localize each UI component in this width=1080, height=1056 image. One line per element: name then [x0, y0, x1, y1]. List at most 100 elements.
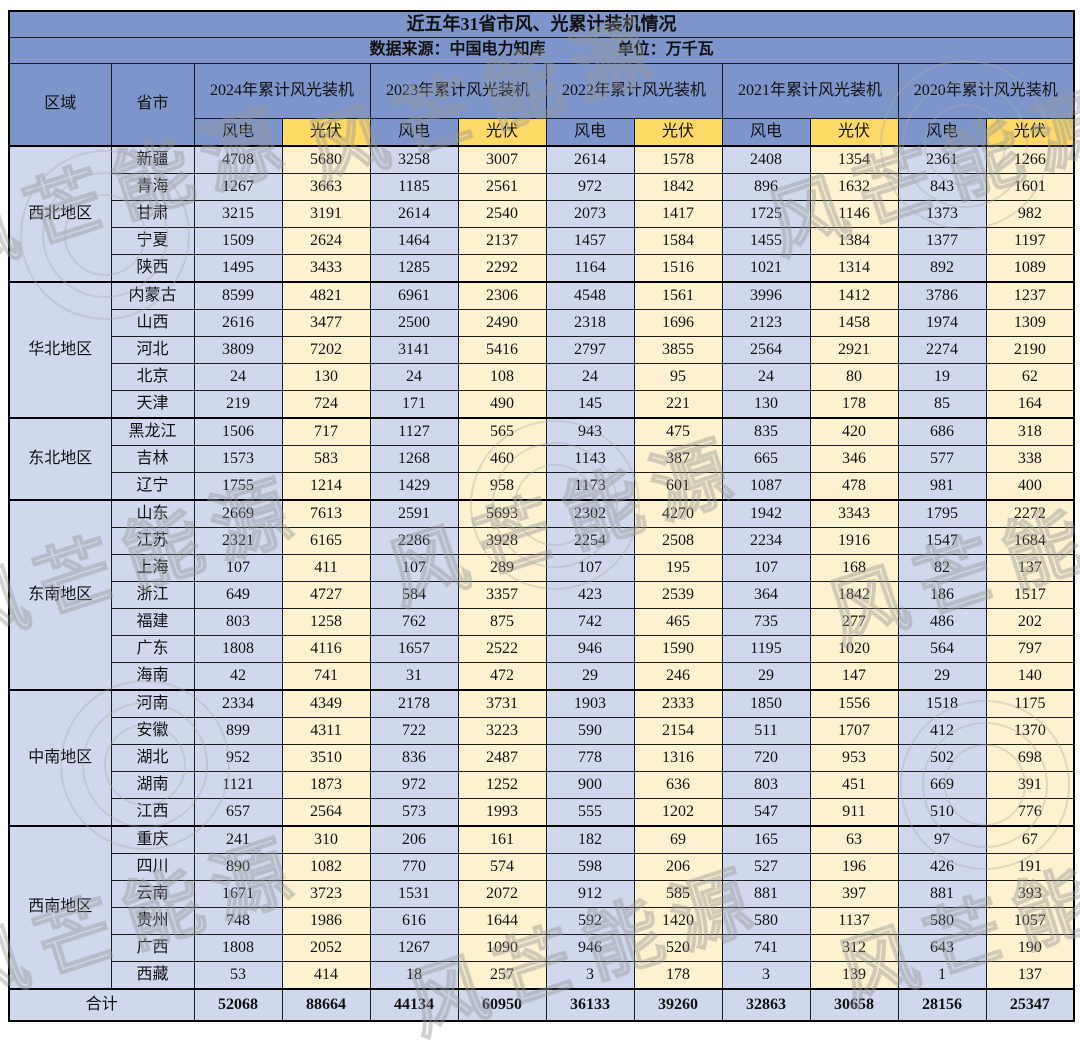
table-row: 江苏 2321 6165 2286 3928 2254 2508 2234 1916 1547 16…	[9, 527, 1075, 555]
solar-value-cell: 3510	[281, 744, 371, 772]
wind-value-cell: 53	[193, 961, 283, 990]
wind-value-cell: 1195	[721, 635, 811, 663]
solar-value-cell: 911	[809, 798, 899, 827]
wind-value-cell: 527	[721, 853, 811, 881]
subcolumn-wind-2020: 风电	[897, 118, 987, 147]
wind-value-cell: 186	[897, 581, 987, 609]
wind-value-cell: 8599	[193, 281, 283, 310]
wind-value-cell: 1808	[193, 635, 283, 663]
table-row: 青海 1267 3663 1185 2561 972 1842 896 1632 843 1601	[9, 173, 1075, 201]
wind-value-cell: 899	[193, 717, 283, 745]
province-cell: 重庆	[110, 825, 195, 854]
solar-value-cell: 2540	[457, 200, 547, 228]
total-value-cell: 60950	[457, 988, 547, 1022]
solar-value-cell: 67	[985, 825, 1075, 854]
wind-value-cell: 573	[369, 798, 459, 827]
province-cell: 云南	[110, 880, 195, 908]
province-cell: 贵州	[110, 907, 195, 935]
wind-value-cell: 2614	[369, 200, 459, 228]
table-row: 宁夏 1509 2624 1464 2137 1457 1584 1455 1384 1377 11…	[9, 227, 1075, 255]
wind-value-cell: 1725	[721, 200, 811, 228]
table-row: 东南地区 山东 2669 7613 2591 5693 2302 4270 1942 3343 17…	[8, 499, 1075, 691]
wind-value-cell: 1850	[721, 689, 811, 718]
wind-value-cell: 722	[369, 717, 459, 745]
wind-value-cell: 82	[897, 554, 987, 582]
wind-value-cell: 3	[545, 961, 635, 990]
solar-value-cell: 1197	[985, 227, 1075, 255]
wind-value-cell: 1795	[897, 499, 987, 528]
wind-value-cell: 502	[897, 744, 987, 772]
wind-value-cell: 770	[369, 853, 459, 881]
solar-value-cell: 1370	[985, 717, 1075, 745]
wind-value-cell: 206	[369, 825, 459, 854]
wind-value-cell: 107	[721, 554, 811, 582]
column-header-region: 区域	[8, 63, 112, 147]
wind-value-cell: 748	[193, 907, 283, 935]
wind-value-cell: 843	[897, 173, 987, 201]
wind-value-cell: 835	[721, 417, 811, 446]
wind-value-cell: 669	[897, 771, 987, 799]
wind-value-cell: 1495	[193, 254, 283, 283]
wind-value-cell: 1164	[545, 254, 635, 283]
solar-value-cell: 1309	[985, 309, 1075, 337]
solar-value-cell: 2052	[281, 934, 371, 962]
wind-value-cell: 1373	[897, 200, 987, 228]
wind-value-cell: 2234	[721, 527, 811, 555]
solar-value-cell: 191	[985, 853, 1075, 881]
solar-value-cell: 5680	[281, 145, 371, 174]
table-row: 中南地区 河南 2334 4349 2178 3731 1903 2333 1850 1556 15…	[8, 689, 1075, 827]
solar-value-cell: 2539	[633, 581, 723, 609]
solar-value-cell: 1873	[281, 771, 371, 799]
wind-value-cell: 742	[545, 608, 635, 636]
solar-value-cell: 397	[809, 880, 899, 908]
wind-value-cell: 486	[897, 608, 987, 636]
province-cell: 内蒙古	[110, 281, 195, 310]
province-cell: 海南	[110, 662, 195, 691]
total-value-cell: 36133	[545, 988, 635, 1022]
solar-value-cell: 1842	[633, 173, 723, 201]
solar-value-cell: 741	[281, 662, 371, 691]
wind-value-cell: 1377	[897, 227, 987, 255]
solar-value-cell: 414	[281, 961, 371, 990]
wind-value-cell: 107	[193, 554, 283, 582]
solar-value-cell: 2333	[633, 689, 723, 718]
solar-value-cell: 338	[985, 445, 1075, 473]
solar-value-cell: 2508	[633, 527, 723, 555]
wind-value-cell: 3258	[369, 145, 459, 174]
solar-value-cell: 312	[809, 934, 899, 962]
table-row: 江西 657 2564 573 1993 555 1202 547 911 510 776	[9, 798, 1075, 827]
total-value-cell: 28156	[897, 988, 987, 1022]
solar-value-cell: 1517	[985, 581, 1075, 609]
solar-value-cell: 62	[985, 363, 1075, 391]
solar-value-cell: 717	[281, 417, 371, 446]
wind-value-cell: 1121	[193, 771, 283, 799]
solar-value-cell: 195	[633, 554, 723, 582]
wind-value-cell: 592	[545, 907, 635, 935]
solar-value-cell: 420	[809, 417, 899, 446]
region-cell: 东北地区	[8, 417, 112, 501]
wind-value-cell: 4548	[545, 281, 635, 310]
total-value-cell: 25347	[985, 988, 1075, 1022]
wind-value-cell: 364	[721, 581, 811, 609]
wind-value-cell: 18	[369, 961, 459, 990]
wind-value-cell: 2123	[721, 309, 811, 337]
wind-value-cell: 803	[721, 771, 811, 799]
solar-value-cell: 1632	[809, 173, 899, 201]
wind-value-cell: 24	[545, 363, 635, 391]
province-cell: 甘肃	[110, 200, 195, 228]
solar-value-cell: 1986	[281, 907, 371, 935]
wind-value-cell: 1268	[369, 445, 459, 473]
wind-value-cell: 107	[369, 554, 459, 582]
wind-value-cell: 1974	[897, 309, 987, 337]
solar-value-cell: 140	[985, 662, 1075, 691]
total-value-cell: 44134	[369, 988, 459, 1022]
solar-value-cell: 4727	[281, 581, 371, 609]
province-cell: 广西	[110, 934, 195, 962]
table-title: 近五年31省市风、光累计装机情况	[8, 10, 1075, 38]
wind-value-cell: 1127	[369, 417, 459, 446]
wind-value-cell: 577	[897, 445, 987, 473]
province-cell: 西藏	[110, 961, 195, 990]
solar-value-cell: 6165	[281, 527, 371, 555]
province-cell: 上海	[110, 554, 195, 582]
wind-value-cell: 97	[897, 825, 987, 854]
